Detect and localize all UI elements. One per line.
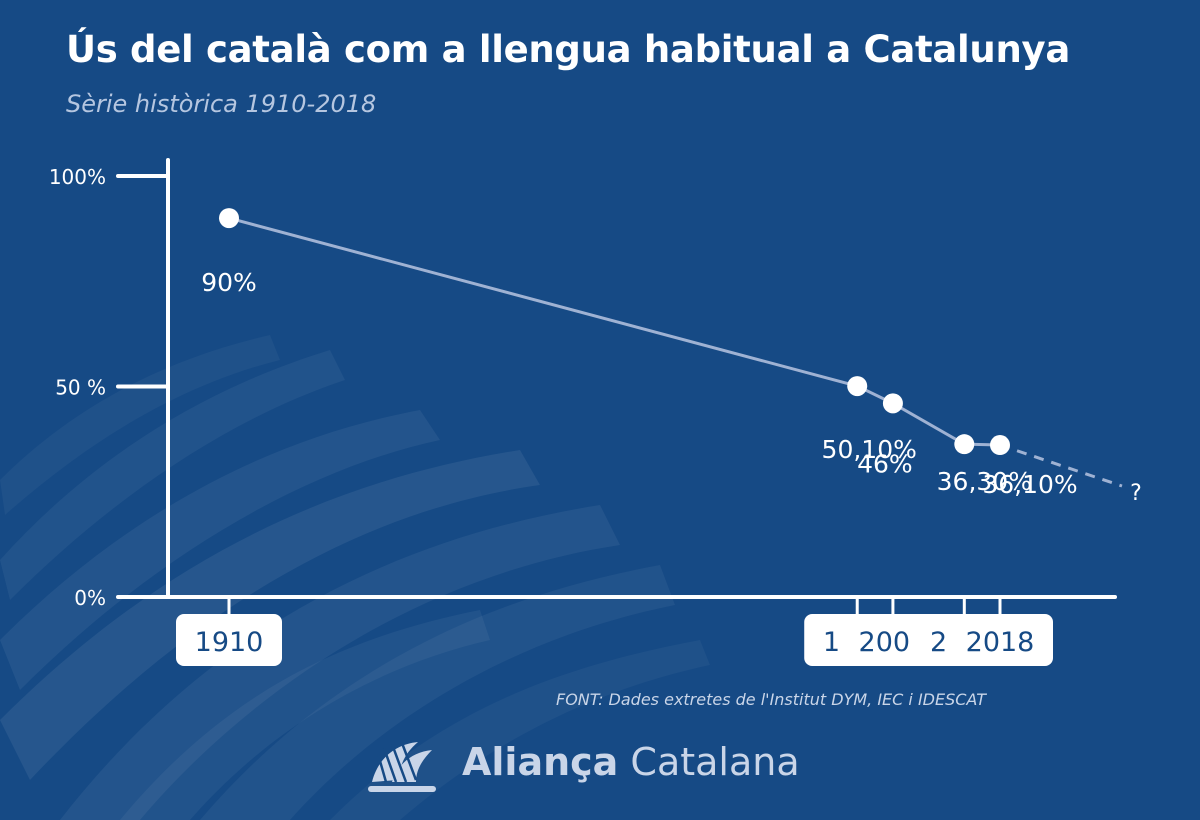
brand-logo: Aliança Catalana xyxy=(362,732,862,802)
source-note: FONT: Dades extretes de l'Institut DYM, … xyxy=(556,690,986,709)
data-point xyxy=(882,393,903,414)
data-label: 36,10% xyxy=(982,470,1077,499)
brand-name-light: Catalana xyxy=(630,740,800,784)
projection-label: ? xyxy=(1130,481,1142,506)
x-tick-label: 2018 xyxy=(966,627,1035,658)
data-label: 50,10% xyxy=(822,435,917,464)
brand-name: Aliança Catalana xyxy=(462,740,800,784)
y-tick-label: 50 % xyxy=(55,376,106,400)
series-line xyxy=(228,216,1001,447)
data-point xyxy=(990,435,1010,456)
x-tick-label: 1910 xyxy=(195,627,264,658)
x-tick-label-box xyxy=(176,614,282,666)
data-label: 36,30% xyxy=(937,467,1032,496)
data-point xyxy=(847,376,868,397)
chart-title: Ús del català com a llengua habitual a C… xyxy=(66,28,1071,71)
brand-name-bold: Aliança xyxy=(462,740,619,784)
y-tick-label: 100% xyxy=(49,165,106,189)
data-label: 90% xyxy=(201,268,257,297)
data-label: 46% xyxy=(857,449,913,478)
chart-subtitle: Sèrie històrica 1910-2018 xyxy=(66,90,377,118)
logo-icon xyxy=(368,742,436,792)
projection-line xyxy=(999,443,1123,488)
data-point xyxy=(954,434,975,455)
data-point xyxy=(219,208,239,229)
x-tick-label-box xyxy=(947,614,1053,666)
y-tick-label: 0% xyxy=(74,586,106,610)
